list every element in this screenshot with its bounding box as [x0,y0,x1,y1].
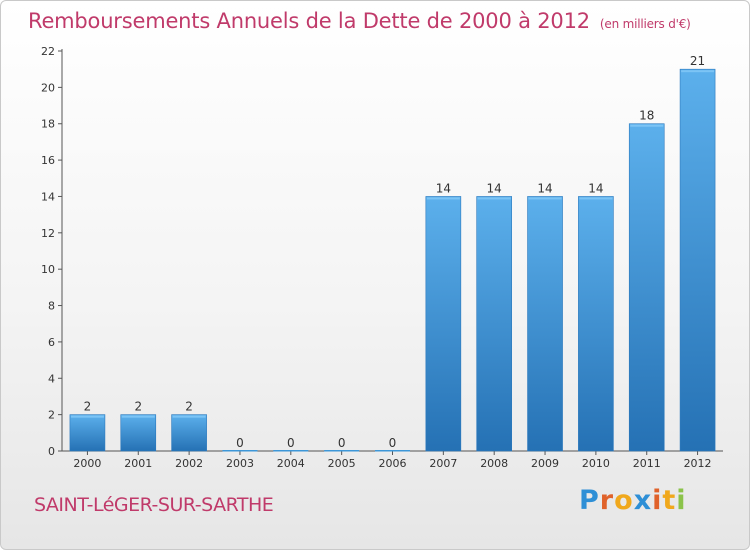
data-label-2011: 18 [639,109,654,123]
data-label-2000: 2 [84,400,92,414]
x-tick-label-2000: 2000 [73,457,101,470]
bar-highlight-2012 [681,70,715,73]
y-tick-label: 6 [48,336,55,349]
chart-title: Remboursements Annuels de la Dette de 20… [28,9,691,33]
bar-2010 [578,196,614,452]
bar-highlight-2002 [172,415,206,418]
bar-highlight-2009 [528,197,562,200]
bar-2008 [476,196,512,452]
y-tick-label: 0 [48,445,55,458]
logo-letter: r [599,485,615,516]
commune-name: SAINT-LéGER-SUR-SARTHE [34,494,274,516]
logo-letter: P [579,485,600,516]
chart-subtitle: (en milliers d'€) [599,17,691,31]
bar-2001 [120,414,157,452]
bar-2000 [69,414,106,452]
bar-highlight-2010 [579,197,613,200]
bar-highlight-2000 [70,415,104,418]
y-tick-label: 12 [41,227,55,240]
y-tick-label: 20 [41,81,55,94]
bar-2012 [679,68,716,452]
bar-2004 [273,450,309,452]
chart-labels: 2 2000 2 2001 2 2002 0 2003 0 2004 0 2005 0 2006 14 200… [73,54,711,470]
bar-2009 [527,196,563,452]
y-tick-label: 16 [41,154,55,167]
bar-highlight-2001 [121,415,155,418]
x-tick-label-2011: 2011 [633,457,661,470]
data-label-2002: 2 [185,400,193,414]
y-tick-label: 18 [41,118,55,131]
bar-2006 [375,450,410,452]
bar-2011 [628,123,665,452]
logo-letter: i [652,485,663,516]
y-tick-label: 22 [41,45,55,58]
x-tick-label-2002: 2002 [175,457,203,470]
bar-2005 [324,450,360,452]
data-label-2005: 0 [338,436,346,450]
y-tick-label: 8 [48,300,55,313]
data-label-2008: 14 [487,181,502,195]
data-label-2004: 0 [287,436,295,450]
chart-bars [69,68,716,452]
y-tick-label: 2 [48,409,55,422]
x-tick-label-2001: 2001 [124,457,152,470]
logo-letter: x [633,485,653,516]
bar-highlight-2007 [426,197,460,200]
bar-highlight-2011 [630,124,664,127]
bar-2003 [222,450,258,452]
y-tick-label: 14 [41,190,55,203]
data-label-2010: 14 [588,181,603,195]
bar-2007 [425,196,462,452]
data-label-2006: 0 [389,436,397,450]
logo-letter: i [676,485,687,516]
x-tick-label-2005: 2005 [328,457,356,470]
logo-letter: t [662,485,677,516]
x-tick-label-2004: 2004 [277,457,305,470]
bar-highlight-2008 [477,197,511,200]
logo-letter: o [614,485,634,516]
y-tick-label: 4 [48,372,55,385]
data-label-2009: 14 [537,181,552,195]
proxiti-logo: Proxiti [579,485,687,516]
data-label-2007: 14 [436,181,451,195]
x-tick-label-2010: 2010 [582,457,610,470]
x-tick-label-2007: 2007 [429,457,457,470]
x-tick-label-2008: 2008 [480,457,508,470]
data-label-2012: 21 [690,54,705,68]
data-label-2003: 0 [236,436,244,450]
x-tick-label-2006: 2006 [379,457,407,470]
bar-2002 [171,414,207,452]
y-tick-label: 10 [41,263,55,276]
x-tick-label-2003: 2003 [226,457,254,470]
data-label-2001: 2 [134,400,142,414]
x-tick-label-2009: 2009 [531,457,559,470]
x-tick-label-2012: 2012 [684,457,712,470]
